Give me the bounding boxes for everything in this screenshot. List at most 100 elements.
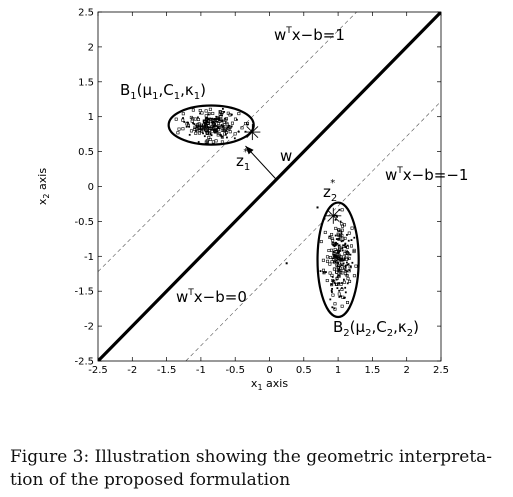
label-b1-part: ,κ xyxy=(180,81,194,99)
x-tick-label: -1.5 xyxy=(157,365,177,376)
cluster-point xyxy=(208,118,212,122)
y-tick-label: 1.5 xyxy=(78,77,94,88)
cluster-point xyxy=(343,272,347,276)
cluster-point xyxy=(338,208,341,211)
cluster-point xyxy=(223,111,226,113)
cluster-point xyxy=(193,123,196,125)
cluster-point xyxy=(338,238,340,241)
cluster-point xyxy=(338,269,341,272)
cluster-point xyxy=(346,301,350,305)
cluster-point xyxy=(211,140,215,144)
cluster-point xyxy=(341,249,344,252)
cluster-point xyxy=(337,254,341,258)
cluster-point xyxy=(199,128,202,130)
cluster-point xyxy=(202,119,206,123)
cluster-point xyxy=(325,271,327,273)
y-axis-label: x2 axis xyxy=(36,168,51,205)
label-line-neg-rest: x−b=−1 xyxy=(403,166,469,184)
cluster-point xyxy=(332,267,336,271)
cluster-point xyxy=(348,279,352,283)
cluster-point xyxy=(202,126,206,130)
cluster-point xyxy=(246,121,250,125)
caption-line-2: tion of the proposed formulation xyxy=(10,470,291,490)
y-tick-label: -2.5 xyxy=(74,357,94,368)
cluster-point xyxy=(337,274,341,278)
cluster-point xyxy=(340,264,343,266)
cluster-point xyxy=(237,112,241,116)
cluster-point xyxy=(348,269,351,272)
cluster-point xyxy=(330,236,334,240)
cluster-point xyxy=(216,133,220,137)
cluster-point xyxy=(213,121,216,124)
cluster-point xyxy=(331,276,334,278)
separating-lines xyxy=(98,12,441,361)
cluster-point xyxy=(341,282,343,284)
cluster-point xyxy=(193,117,197,121)
tick-labels: -2.5 -2 -1.5 -1 -0.5 0 0.5 1 1.5 2 2.5 -2.5 -2 -1.5 -1… xyxy=(74,8,448,377)
x-axis-label-rest: axis xyxy=(263,377,289,390)
cluster-point xyxy=(345,254,349,258)
cluster-point xyxy=(197,141,200,143)
x-axis-label-main: x xyxy=(251,377,258,390)
marker-z2 xyxy=(325,207,342,224)
cluster-point xyxy=(183,121,186,123)
label-b2-part: 2 xyxy=(365,328,371,339)
cluster-point xyxy=(222,120,226,124)
label-b1-part: 1 xyxy=(174,91,180,102)
cluster-point xyxy=(216,121,220,125)
cluster-point xyxy=(216,120,219,123)
label-b1-part: ,C xyxy=(158,81,173,99)
cluster-point xyxy=(233,117,237,121)
label-b2-main: B xyxy=(333,318,343,336)
cluster-point xyxy=(211,111,215,115)
cluster-point xyxy=(230,121,234,125)
cluster-point xyxy=(186,123,190,127)
cluster-point xyxy=(336,264,339,267)
key-markers xyxy=(244,124,342,224)
cluster-point xyxy=(227,125,231,129)
cluster-point xyxy=(347,239,350,242)
label-b1-sub: 1 xyxy=(130,91,136,102)
cluster-point xyxy=(336,252,340,256)
decision-boundary xyxy=(98,12,441,361)
cluster-point xyxy=(333,261,337,265)
cluster-point xyxy=(230,125,233,128)
cluster-point xyxy=(230,113,233,116)
cluster-point xyxy=(343,223,347,227)
ellipse-b2 xyxy=(316,201,360,319)
cluster-point xyxy=(222,128,226,132)
cluster-point xyxy=(181,118,185,122)
cluster-point xyxy=(337,258,340,261)
cluster-point xyxy=(338,296,341,298)
cluster-point xyxy=(206,126,209,128)
cluster-point xyxy=(213,128,217,132)
cluster-point xyxy=(233,137,236,140)
cluster-point xyxy=(207,135,211,139)
cluster-point xyxy=(212,119,216,123)
cluster-point xyxy=(337,261,339,264)
cluster-point xyxy=(207,113,210,116)
cluster-point xyxy=(205,131,209,135)
cluster-point xyxy=(207,128,211,132)
cluster-point xyxy=(336,215,338,218)
y-tick-label: -2 xyxy=(84,322,94,333)
cluster-point xyxy=(205,116,208,119)
cluster-point xyxy=(345,251,349,255)
cluster-point xyxy=(217,126,220,129)
label-b2-part: ) xyxy=(413,318,419,336)
cluster-point xyxy=(204,109,208,113)
cluster-point xyxy=(223,132,227,136)
cluster-point xyxy=(327,249,331,253)
cluster-point xyxy=(203,120,207,124)
cluster-point xyxy=(186,121,189,124)
cluster-point xyxy=(333,282,336,284)
cluster-point xyxy=(334,282,338,286)
cluster-point xyxy=(335,238,338,240)
cluster-point xyxy=(210,130,214,134)
label-b1-part: (μ xyxy=(137,81,153,99)
cluster-point xyxy=(240,126,244,130)
cluster-point xyxy=(330,260,334,264)
label-line-pos-rest: x−b=1 xyxy=(292,26,345,44)
cluster-point xyxy=(345,264,347,267)
cluster-point xyxy=(354,264,358,268)
